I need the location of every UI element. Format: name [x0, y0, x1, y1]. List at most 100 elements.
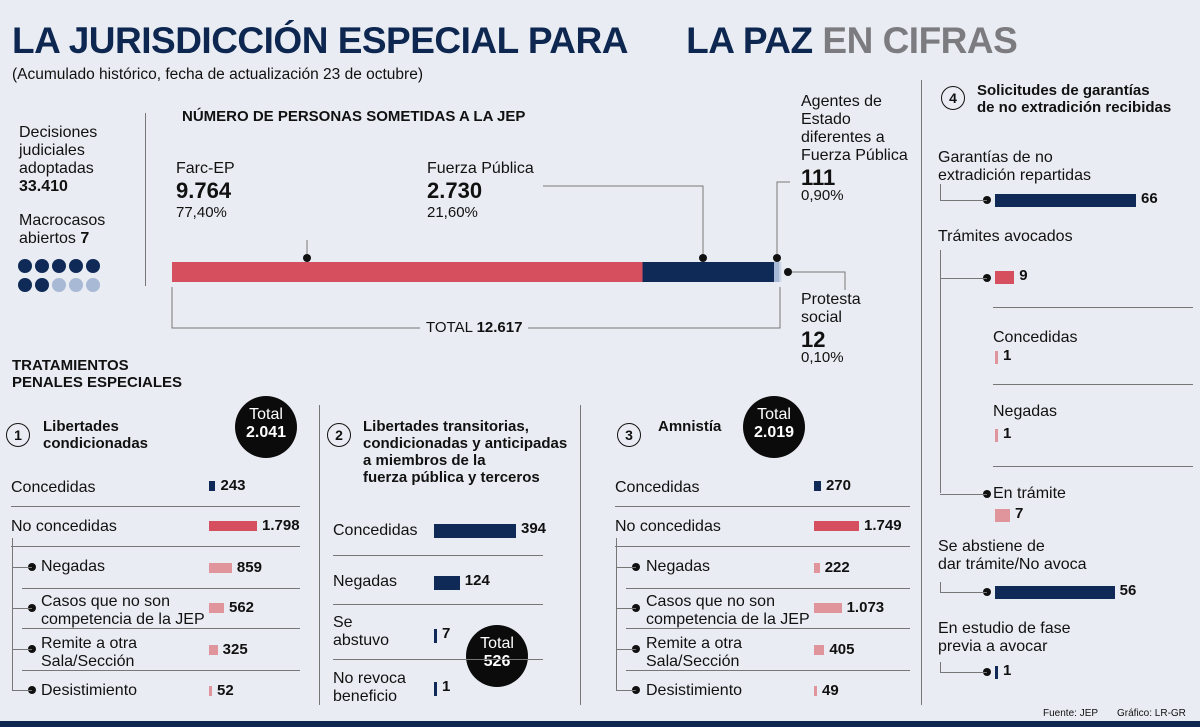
section4-row-label: En estudio de fase previa a avocar — [938, 620, 1071, 656]
bar-fuerza — [642, 262, 775, 282]
section4-title: Solicitudes de garantías de no extradici… — [977, 82, 1171, 116]
section2-row-label-l1: No revoca — [333, 670, 406, 687]
section4-bar — [995, 666, 998, 679]
section2-row-label: Se abstuvo — [333, 614, 389, 650]
section2-bar — [434, 576, 460, 590]
empty-dot — [86, 278, 100, 292]
tree-tick — [12, 608, 32, 609]
tree-dot — [632, 604, 640, 612]
section2-bar — [434, 524, 516, 538]
section4-row-label-l1: Se abstiene de — [938, 538, 1045, 555]
section4-row-label-text: Concedidas — [993, 329, 1078, 346]
row-separator — [333, 659, 543, 660]
agentes-label-l2: Estado — [801, 111, 851, 128]
tree-line — [12, 538, 13, 690]
section1-bar — [209, 521, 257, 531]
agentes-leader — [776, 181, 790, 258]
agentes-label-l3: diferentes a — [801, 129, 885, 146]
section3-bar — [814, 645, 825, 655]
section2-title-l3: a miembros de la — [363, 452, 486, 469]
bar-protesta — [779, 262, 782, 282]
fuerza-leader-dot — [699, 254, 707, 262]
section1-row-label-text: No concedidas — [11, 518, 117, 535]
section3-bar-value: 49 — [822, 682, 839, 699]
row-separator — [993, 466, 1193, 467]
protesta-label-l2: social — [801, 309, 842, 326]
section4-row-label-l2: dar trámite/No avoca — [938, 556, 1087, 573]
section1-title: Libertades condicionadas — [43, 418, 148, 452]
section4-row-label: Concedidas — [993, 329, 1078, 347]
section2-bar — [434, 682, 437, 696]
tree-tick — [616, 608, 636, 609]
filled-dot — [35, 259, 49, 273]
tree-dot — [28, 563, 36, 571]
farc-pct: 77,40% — [176, 204, 227, 221]
decisions-label-l3: adoptadas — [19, 160, 94, 177]
agentes-pct: 0,90% — [801, 187, 844, 204]
section4-bar-value: 1 — [1003, 347, 1012, 364]
row-separator — [22, 670, 300, 671]
section3-bar-value: 270 — [825, 477, 851, 494]
tree-tick — [616, 567, 636, 568]
tree-dot — [983, 196, 991, 204]
section2-row-label: Concedidas — [333, 522, 418, 540]
tree-dot — [983, 490, 991, 498]
section2-title-l1: Libertades transitorias, — [363, 418, 529, 435]
section3-row-label-l2: Sala/Sección — [646, 653, 740, 670]
macrocasos-label-l2: abiertos — [19, 230, 76, 247]
tree-dot — [28, 686, 36, 694]
section1-row-label-text: Concedidas — [11, 479, 96, 496]
fuerza-value: 2.730 — [427, 178, 483, 203]
section1-bar-value: 52 — [217, 682, 234, 699]
section3-row-label-l1: Casos que no son — [646, 593, 775, 610]
farc-leader-dot — [303, 254, 311, 262]
section2-row-label-text: Negadas — [333, 573, 398, 590]
section3-bar-value: 405 — [829, 641, 855, 658]
section4-row-label: Garantías de no extradición repartidas — [938, 149, 1091, 185]
section4-number: 4 — [941, 86, 965, 110]
section4-title-l2: de no extradición recibidas — [977, 99, 1172, 116]
section1-bar-value: 243 — [220, 477, 246, 494]
section1-bar-value: 1.798 — [262, 517, 300, 534]
row-separator — [333, 555, 543, 556]
decisions-block: Decisiones judiciales adoptadas 33.410 — [19, 124, 97, 196]
bar-agentes — [774, 262, 780, 282]
tree-line — [940, 582, 941, 592]
divider — [921, 80, 922, 705]
protesta-leader-dot — [784, 268, 792, 276]
tree-dot — [983, 274, 991, 282]
section2-title-l4: fuerza pública y terceros — [363, 469, 540, 486]
personas-title: NÚMERO DE PERSONAS SOMETIDAS A LA JEP — [182, 108, 526, 125]
section3-total-label: Total — [757, 406, 791, 423]
section3-row-label-text: Desistimiento — [646, 682, 743, 699]
section4-bar — [995, 509, 1010, 522]
agentes-value: 111 — [801, 165, 836, 190]
section3-total-value: 2.019 — [753, 424, 795, 441]
fuerza-leader — [543, 185, 704, 258]
macrocasos-value: 7 — [80, 230, 90, 247]
section2-total-circle: Total 526 — [466, 625, 528, 687]
tree-tick — [12, 649, 32, 650]
section3-row-label-text: Concedidas — [615, 479, 700, 496]
row-separator — [615, 546, 910, 547]
row-separator — [22, 588, 300, 589]
filled-dot — [18, 278, 32, 292]
section2-total-value: 526 — [483, 653, 511, 670]
total-label-block: TOTAL 12.617 — [420, 319, 529, 336]
tree-dot — [983, 588, 991, 596]
title-part1: LA JURISDICCIÓN ESPECIAL PARA — [12, 20, 627, 61]
section4-bar-value: 1 — [1003, 662, 1012, 679]
macrocasos-block: Macrocasos abiertos 7 — [19, 212, 105, 248]
section4-row-label-text: Negadas — [993, 403, 1058, 420]
section1-row-label: Casos que no son competencia de la JEP — [41, 593, 205, 629]
row-separator — [333, 604, 543, 605]
section3-bar — [814, 521, 859, 531]
section3-row-label-text: Negadas — [646, 558, 711, 575]
protesta-label-block: Protesta social 12 0,10% — [801, 291, 861, 366]
section3-row-label: No concedidas — [615, 518, 721, 536]
subtitle: (Acumulado histórico, fecha de actualiza… — [12, 66, 423, 83]
row-separator — [22, 628, 300, 629]
row-separator — [993, 384, 1193, 385]
section3-bar — [814, 563, 820, 573]
tratamientos-heading: TRATAMIENTOS PENALES ESPECIALES — [12, 357, 182, 391]
